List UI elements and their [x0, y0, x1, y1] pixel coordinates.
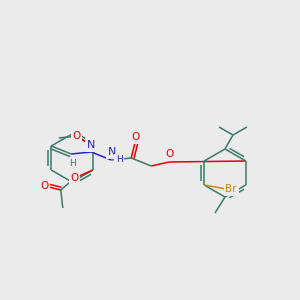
Text: O: O [165, 149, 173, 159]
Text: O: O [131, 132, 139, 142]
Text: O: O [73, 131, 81, 141]
Text: H: H [116, 155, 123, 164]
Text: O: O [41, 181, 49, 191]
Text: O: O [71, 173, 79, 183]
Text: H: H [69, 158, 76, 167]
Text: N: N [87, 140, 95, 150]
Text: N: N [108, 147, 116, 157]
Text: Br: Br [226, 184, 237, 194]
